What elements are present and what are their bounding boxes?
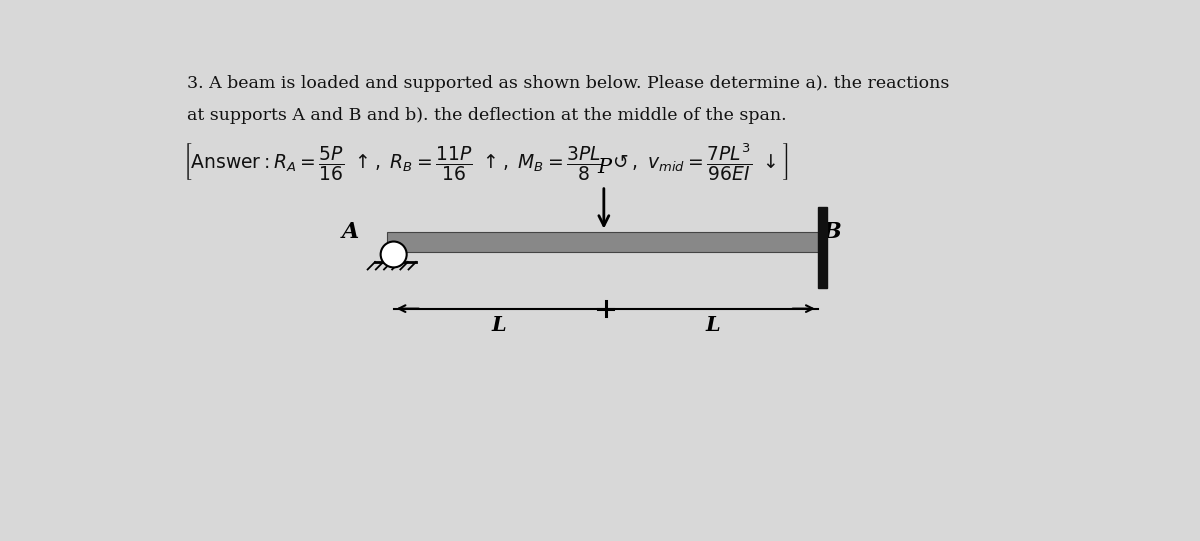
Text: A: A: [341, 221, 359, 242]
Text: P: P: [596, 159, 611, 177]
Text: B: B: [822, 221, 841, 242]
Text: L: L: [492, 315, 506, 335]
Bar: [388, 232, 820, 252]
Bar: [817, 207, 827, 288]
Text: at supports A and B and b). the deflection at the middle of the span.: at supports A and B and b). the deflecti…: [187, 107, 787, 123]
Text: $\left[\mathrm{Answer: }R_A = \dfrac{5P}{16}\ \uparrow,\ R_B = \dfrac{11P}{16}\ : $\left[\mathrm{Answer: }R_A = \dfrac{5P}…: [182, 142, 787, 183]
Text: L: L: [706, 315, 720, 335]
Text: 3. A beam is loaded and supported as shown below. Please determine a). the react: 3. A beam is loaded and supported as sho…: [187, 75, 949, 93]
Ellipse shape: [380, 241, 407, 267]
